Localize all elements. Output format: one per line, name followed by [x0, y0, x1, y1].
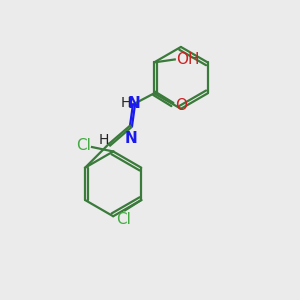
Text: N: N [125, 131, 138, 146]
Text: O: O [175, 98, 187, 113]
Text: OH: OH [176, 52, 199, 67]
Text: H: H [120, 96, 131, 110]
Text: Cl: Cl [116, 212, 131, 227]
Text: Cl: Cl [76, 138, 91, 153]
Text: H: H [98, 134, 109, 147]
Text: N: N [128, 95, 140, 110]
